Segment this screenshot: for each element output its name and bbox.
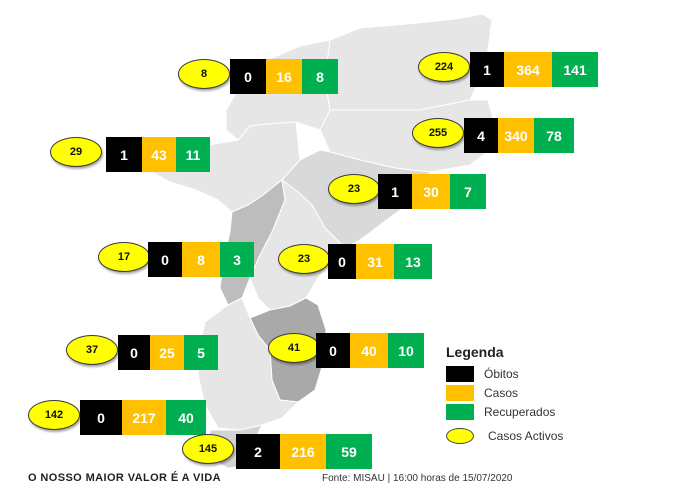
active-cases-badge: 145 [182, 434, 234, 464]
legend-label-cases: Casos [484, 386, 519, 400]
legend-item-cases: Casos [446, 384, 563, 402]
legend-label-recovered: Recuperados [484, 405, 556, 419]
legend-swatch-recovered [446, 404, 474, 420]
active-cases-badge: 23 [328, 174, 380, 204]
active-cases-badge: 23 [278, 244, 330, 274]
legend: Legenda Óbitos Casos Recuperados Casos A… [446, 344, 563, 446]
active-cases-badge: 29 [50, 137, 102, 167]
cases-cell: 340 [498, 118, 534, 153]
deaths-cell: 1 [470, 52, 504, 87]
legend-title: Legenda [446, 344, 504, 360]
deaths-cell: 0 [328, 244, 356, 279]
deaths-cell: 0 [316, 333, 350, 368]
active-cases-badge: 17 [98, 242, 150, 272]
recovered-cell: 141 [552, 52, 598, 87]
deaths-cell: 4 [464, 118, 498, 153]
recovered-cell: 78 [534, 118, 574, 153]
recovered-cell: 40 [166, 400, 206, 435]
recovered-cell: 59 [326, 434, 372, 469]
legend-swatch-active [446, 428, 474, 444]
deaths-cell: 2 [236, 434, 280, 469]
cases-cell: 30 [412, 174, 450, 209]
active-cases-badge: 8 [178, 59, 230, 89]
deaths-cell: 0 [148, 242, 182, 277]
recovered-cell: 3 [220, 242, 254, 277]
active-cases-badge: 255 [412, 118, 464, 148]
cases-cell: 43 [142, 137, 176, 172]
legend-swatch-deaths [446, 366, 474, 382]
recovered-cell: 10 [388, 333, 424, 368]
recovered-cell: 8 [302, 59, 338, 94]
active-cases-badge: 37 [66, 335, 118, 365]
cases-cell: 16 [266, 59, 302, 94]
slogan: O NOSSO MAIOR VALOR É A VIDA [28, 472, 221, 484]
legend-item-recovered: Recuperados [446, 403, 563, 421]
legend-item-active: Casos Activos [446, 427, 563, 445]
recovered-cell: 11 [176, 137, 210, 172]
deaths-cell: 0 [80, 400, 122, 435]
active-cases-badge: 41 [268, 333, 320, 363]
legend-swatch-cases [446, 385, 474, 401]
cases-cell: 8 [182, 242, 220, 277]
source-note: Fonte: MISAU | 16:00 horas de 15/07/2020 [322, 473, 513, 484]
legend-label-deaths: Óbitos [484, 367, 519, 381]
cases-cell: 217 [122, 400, 166, 435]
cases-cell: 216 [280, 434, 326, 469]
recovered-cell: 7 [450, 174, 486, 209]
active-cases-badge: 142 [28, 400, 80, 430]
region-gaza [197, 297, 300, 431]
deaths-cell: 1 [106, 137, 142, 172]
deaths-cell: 0 [230, 59, 266, 94]
legend-item-deaths: Óbitos [446, 365, 563, 383]
legend-label-active: Casos Activos [488, 429, 564, 443]
recovered-cell: 5 [184, 335, 218, 370]
deaths-cell: 1 [378, 174, 412, 209]
cases-cell: 31 [356, 244, 394, 279]
recovered-cell: 13 [394, 244, 432, 279]
cases-cell: 364 [504, 52, 552, 87]
active-cases-badge: 224 [418, 52, 470, 82]
cases-cell: 40 [350, 333, 388, 368]
cases-cell: 25 [150, 335, 184, 370]
deaths-cell: 0 [118, 335, 150, 370]
